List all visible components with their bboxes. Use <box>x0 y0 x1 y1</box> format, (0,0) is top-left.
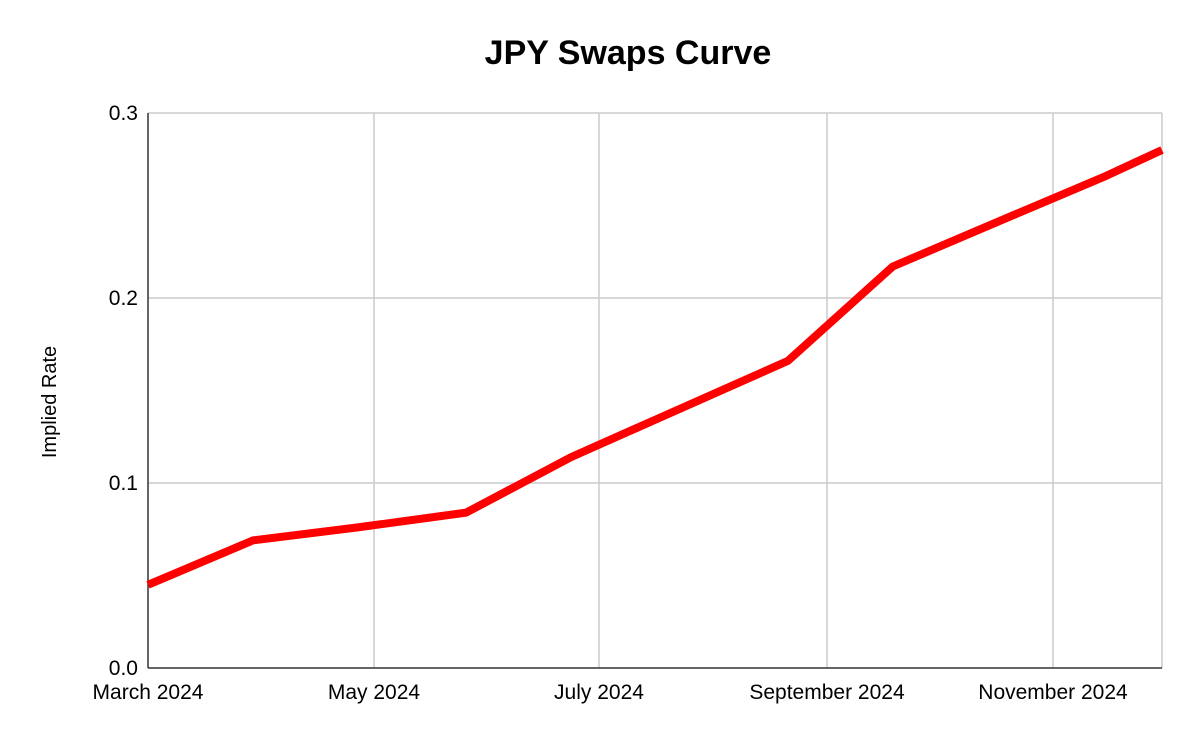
y-tick-label: 0.0 <box>109 657 138 680</box>
x-tick-label: September 2024 <box>749 681 905 704</box>
y-tick-label: 0.1 <box>109 472 138 495</box>
x-tick-label: November 2024 <box>978 681 1128 704</box>
y-tick-label: 0.3 <box>109 102 138 125</box>
y-axis-label: Implied Rate <box>39 346 61 458</box>
x-tick-label: March 2024 <box>93 681 204 704</box>
gridlines <box>148 112 1163 668</box>
series-line <box>146 146 1164 589</box>
y-tick-label: 0.2 <box>109 287 138 310</box>
x-tick-label: May 2024 <box>328 681 421 704</box>
x-tick-labels: March 2024 May 2024 July 2024 September 202… <box>93 681 1128 704</box>
chart-title: JPY Swaps Curve <box>485 34 772 72</box>
y-tick-labels: 0.0 0.1 0.2 0.3 <box>109 102 138 680</box>
x-tick-label: July 2024 <box>554 681 644 704</box>
series-lines <box>146 146 1164 589</box>
axes <box>147 113 1162 669</box>
